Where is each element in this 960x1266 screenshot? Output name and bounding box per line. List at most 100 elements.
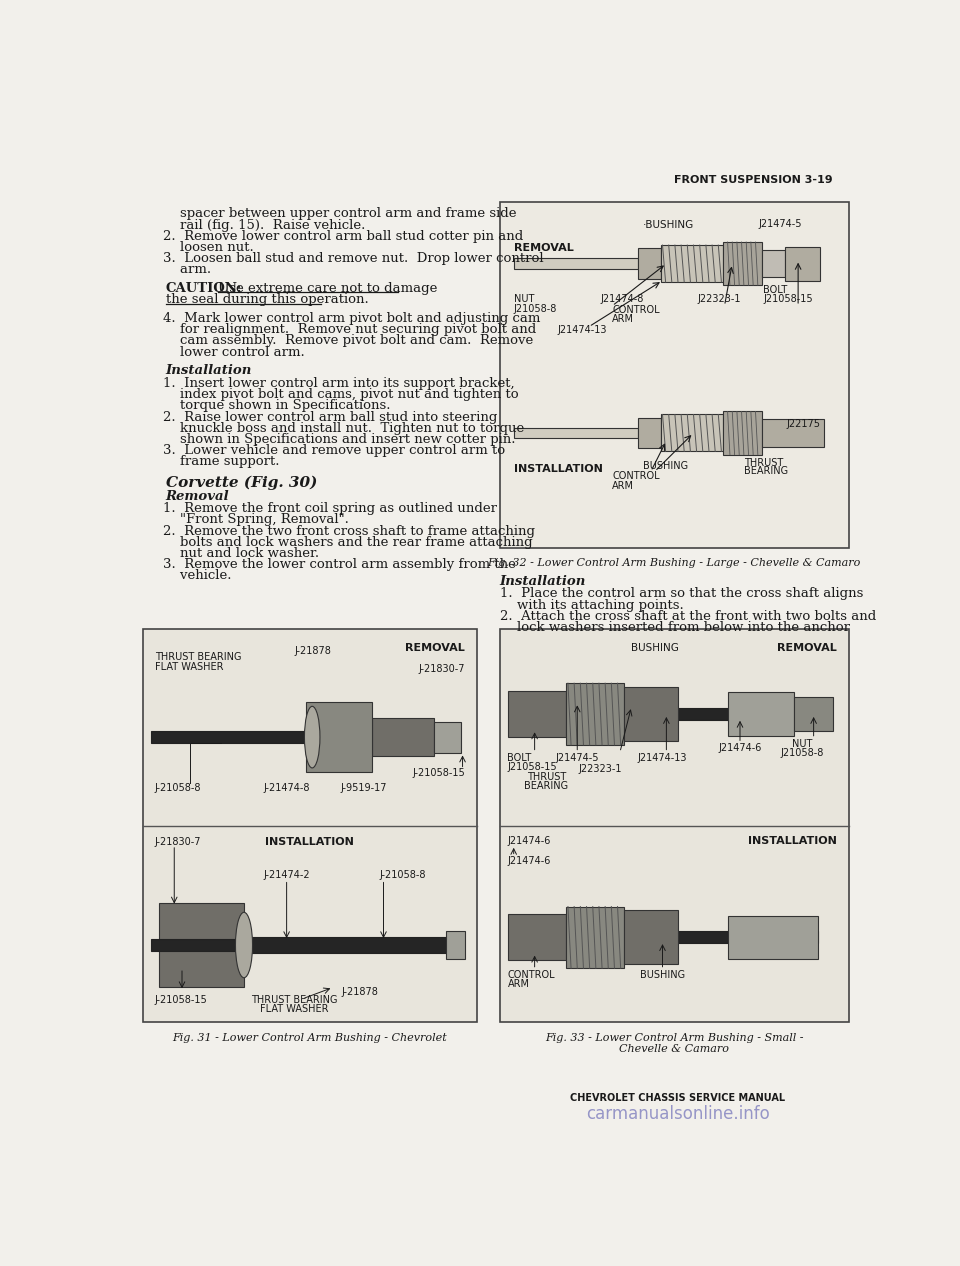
Text: BEARING: BEARING bbox=[744, 466, 788, 476]
Text: J-21878: J-21878 bbox=[342, 987, 378, 998]
Text: 2.  Raise lower control arm ball stud into steering: 2. Raise lower control arm ball stud int… bbox=[162, 410, 497, 424]
Text: J21058-8: J21058-8 bbox=[514, 304, 557, 314]
Text: J22175: J22175 bbox=[786, 419, 821, 429]
Text: BUSHING: BUSHING bbox=[631, 643, 679, 653]
Text: 2.  Remove the two front cross shaft to frame attaching: 2. Remove the two front cross shaft to f… bbox=[162, 524, 535, 538]
Text: 1.  Insert lower control arm into its support bracket,: 1. Insert lower control arm into its sup… bbox=[162, 377, 515, 390]
Text: BOLT: BOLT bbox=[508, 752, 532, 762]
Text: J-21830-7: J-21830-7 bbox=[419, 663, 465, 674]
Text: frame support.: frame support. bbox=[162, 456, 279, 468]
Text: Fig. 31 - Lower Control Arm Bushing - Chevrolet: Fig. 31 - Lower Control Arm Bushing - Ch… bbox=[173, 1033, 447, 1043]
Bar bbox=[723, 242, 761, 285]
Text: Installation: Installation bbox=[500, 575, 587, 587]
Bar bbox=[508, 691, 565, 737]
Text: FLAT WASHER: FLAT WASHER bbox=[260, 1004, 328, 1014]
Text: J21474-13: J21474-13 bbox=[558, 325, 608, 335]
Text: shown in Specifications and insert new cotter pin.: shown in Specifications and insert new c… bbox=[162, 433, 516, 446]
Text: REMOVAL: REMOVAL bbox=[405, 643, 465, 653]
Bar bbox=[637, 418, 660, 448]
Text: nut and lock washer.: nut and lock washer. bbox=[162, 547, 319, 560]
Text: BUSHING: BUSHING bbox=[643, 461, 688, 471]
Text: for realignment.  Remove nut securing pivot bolt and: for realignment. Remove nut securing piv… bbox=[162, 323, 536, 337]
Bar bbox=[372, 729, 457, 744]
Text: spacer between upper control arm and frame side: spacer between upper control arm and fra… bbox=[162, 208, 516, 220]
Text: J21474-6: J21474-6 bbox=[508, 837, 551, 847]
Bar bbox=[500, 629, 849, 1022]
Bar bbox=[624, 910, 678, 965]
Ellipse shape bbox=[235, 913, 252, 977]
Text: loosen nut.: loosen nut. bbox=[162, 241, 253, 254]
Text: vehicle.: vehicle. bbox=[162, 570, 231, 582]
Bar bbox=[151, 730, 306, 743]
Text: THRUST BEARING: THRUST BEARING bbox=[155, 652, 241, 662]
Bar bbox=[445, 932, 465, 958]
Text: Fig. 32 - Lower Control Arm Bushing - Large - Chevelle & Camaro: Fig. 32 - Lower Control Arm Bushing - La… bbox=[488, 558, 861, 567]
Text: ·BUSHING: ·BUSHING bbox=[643, 220, 694, 230]
Text: Installation: Installation bbox=[166, 365, 252, 377]
Text: Use extreme care not to damage: Use extreme care not to damage bbox=[219, 282, 438, 295]
Text: torque shown in Specifications.: torque shown in Specifications. bbox=[162, 400, 390, 413]
Text: J22323-1: J22323-1 bbox=[579, 765, 622, 774]
Text: J21474-6: J21474-6 bbox=[508, 857, 551, 866]
Text: J-9519-17: J-9519-17 bbox=[341, 784, 388, 794]
Text: carmanualsonline.info: carmanualsonline.info bbox=[587, 1105, 770, 1123]
Text: J21058-8: J21058-8 bbox=[780, 748, 824, 758]
Text: J21474-13: J21474-13 bbox=[637, 752, 687, 762]
Text: INSTALLATION: INSTALLATION bbox=[514, 463, 603, 473]
Text: 2.  Remove lower control arm ball stud cotter pin and: 2. Remove lower control arm ball stud co… bbox=[162, 229, 523, 243]
Text: J21474-6: J21474-6 bbox=[718, 743, 761, 753]
Text: J-21474-8: J-21474-8 bbox=[263, 784, 310, 794]
Text: NUT: NUT bbox=[792, 738, 812, 748]
Text: 1.  Place the control arm so that the cross shaft aligns: 1. Place the control arm so that the cro… bbox=[500, 587, 863, 600]
Bar bbox=[785, 247, 820, 281]
Bar bbox=[729, 693, 794, 736]
Text: CONTROL: CONTROL bbox=[612, 305, 660, 315]
Text: 3.  Remove the lower control arm assembly from the: 3. Remove the lower control arm assembly… bbox=[162, 558, 516, 571]
Text: ARM: ARM bbox=[612, 314, 635, 324]
Text: REMOVAL: REMOVAL bbox=[514, 243, 573, 253]
Bar bbox=[761, 419, 824, 447]
Text: bolts and lock washers and the rear frame attaching: bolts and lock washers and the rear fram… bbox=[162, 536, 532, 548]
Text: J21058-15: J21058-15 bbox=[508, 762, 557, 772]
Bar bbox=[158, 903, 244, 987]
Text: CONTROL: CONTROL bbox=[508, 970, 555, 980]
Text: BEARING: BEARING bbox=[524, 781, 568, 791]
Bar bbox=[565, 906, 624, 968]
Bar bbox=[514, 428, 637, 438]
Text: J-21058-15: J-21058-15 bbox=[412, 768, 465, 777]
Text: BOLT: BOLT bbox=[763, 285, 787, 295]
Text: with its attaching points.: with its attaching points. bbox=[500, 599, 684, 611]
Bar bbox=[151, 939, 240, 951]
Text: index pivot bolt and cams, pivot nut and tighten to: index pivot bolt and cams, pivot nut and… bbox=[162, 389, 518, 401]
Bar bbox=[592, 708, 818, 720]
Text: BUSHING: BUSHING bbox=[640, 970, 685, 980]
Bar bbox=[660, 414, 723, 452]
Text: THRUST: THRUST bbox=[527, 772, 565, 782]
Text: knuckle boss and install nut.  Tighten nut to torque: knuckle boss and install nut. Tighten nu… bbox=[162, 422, 524, 434]
Bar bbox=[434, 722, 461, 752]
Text: CAUTION:: CAUTION: bbox=[166, 282, 242, 295]
Text: REMOVAL: REMOVAL bbox=[778, 643, 837, 653]
Text: cam assembly.  Remove pivot bolt and cam.  Remove: cam assembly. Remove pivot bolt and cam.… bbox=[162, 334, 533, 347]
Bar bbox=[306, 703, 372, 772]
Text: J-21474-2: J-21474-2 bbox=[263, 870, 310, 880]
Bar bbox=[794, 698, 833, 730]
Text: lower control arm.: lower control arm. bbox=[162, 346, 304, 358]
Text: 2.  Attach the cross shaft at the front with two bolts and: 2. Attach the cross shaft at the front w… bbox=[500, 610, 876, 623]
Text: "Front Spring, Removal".: "Front Spring, Removal". bbox=[162, 514, 348, 527]
Text: J21474-5: J21474-5 bbox=[758, 219, 802, 229]
Text: J22323-1: J22323-1 bbox=[697, 295, 741, 304]
Text: arm.: arm. bbox=[162, 263, 211, 276]
Text: Removal: Removal bbox=[166, 490, 229, 503]
Text: THRUST: THRUST bbox=[744, 457, 783, 467]
Text: the seal during this operation.: the seal during this operation. bbox=[166, 294, 369, 306]
Text: THRUST BEARING: THRUST BEARING bbox=[252, 995, 338, 1005]
Bar bbox=[236, 937, 453, 953]
Text: Chevelle & Camaro: Chevelle & Camaro bbox=[619, 1043, 730, 1053]
Bar bbox=[514, 258, 637, 268]
Text: J-21058-15: J-21058-15 bbox=[155, 995, 207, 1005]
Bar bbox=[592, 932, 818, 943]
Text: CONTROL: CONTROL bbox=[612, 471, 660, 481]
Text: J21058-15: J21058-15 bbox=[763, 295, 813, 304]
Text: J-21878: J-21878 bbox=[295, 646, 331, 656]
